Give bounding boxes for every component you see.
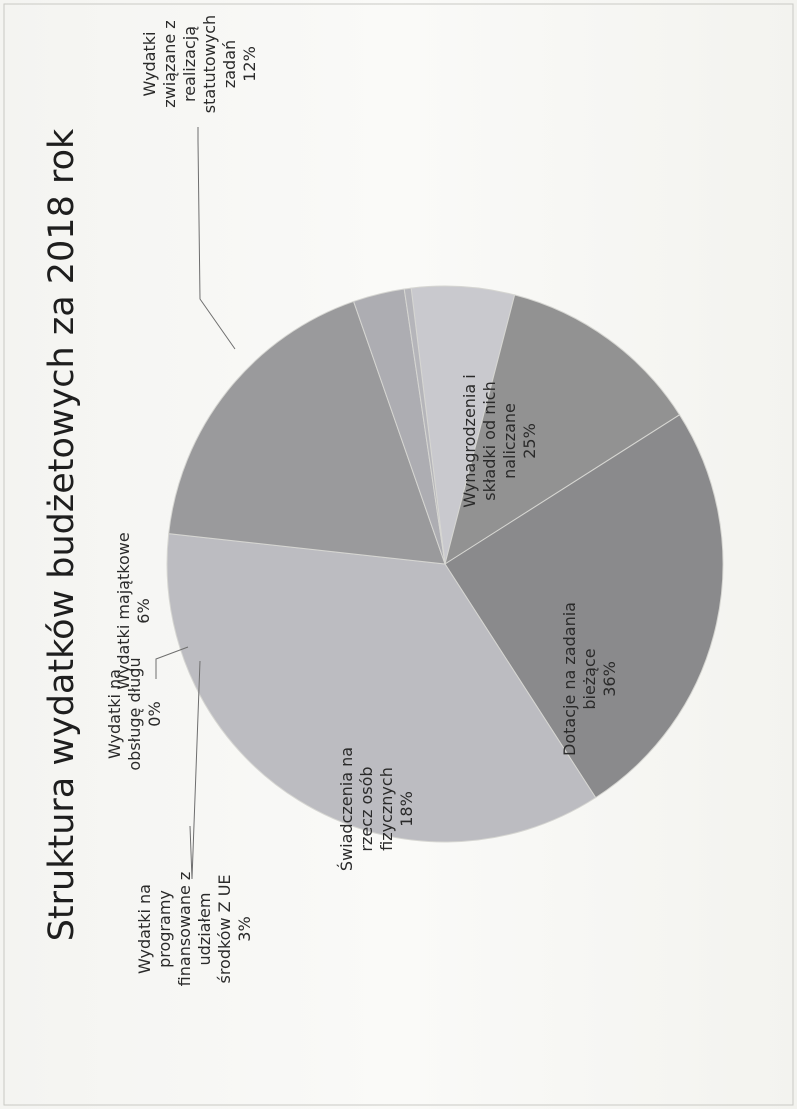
data-label-line: 6% — [134, 598, 153, 623]
leader-line-wydatki-na-obsluge-dlugu — [155, 646, 189, 679]
data-label-line: obsługę długu — [125, 657, 144, 770]
page-border — [3, 3, 794, 1106]
data-label-line: 25% — [520, 423, 539, 459]
pie-slice-wynagrodzenia-i-skladki-od-nich-naliczane — [444, 414, 724, 799]
data-label-line: zadań — [220, 40, 239, 88]
data-label-line: fizycznych — [377, 767, 396, 851]
data-label-line: 0% — [145, 701, 164, 726]
leader-line-wydatki-na-programy-finansowane-z-udzialem-srodkow-z-ue — [189, 660, 201, 880]
data-label-line: Wydatki na — [105, 669, 124, 759]
pie-slice-wydatki-na-obsluge-dlugu — [403, 287, 446, 565]
data-label-wydatki-na-obsluge-dlugu: Wydatki naobsługę długu0% — [105, 657, 164, 770]
data-label-line: statutowych — [200, 15, 219, 113]
data-label-line: programy — [155, 890, 174, 968]
data-label-line: środków Z UE — [215, 874, 234, 983]
data-label-line: Wydatki na — [135, 884, 154, 974]
data-label-line: Dotacje na zadania — [560, 602, 579, 756]
data-label-swiadczenia-na-rzecz-osob-fizycznych: Świadczenia narzecz osóbfizycznych18% — [337, 747, 416, 871]
data-label-line: realizacją — [180, 26, 199, 102]
pie-slice-wydatki-zwiazane-z-realizacja-statutowych-zadan — [444, 294, 681, 566]
data-label-wydatki-zwiazane-z-realizacja-statutowych-zadan: Wydatkizwiązane zrealizacjąstatutowychza… — [140, 15, 259, 113]
data-label-line: Świadczenia na — [337, 747, 356, 871]
data-label-line: finansowane z — [175, 872, 194, 987]
data-label-line: naliczane — [500, 403, 519, 479]
data-label-line: Wydatki — [140, 32, 159, 97]
data-label-line: Wydatki majątkowe — [114, 532, 133, 689]
data-label-wydatki-na-programy-finansowane-z-udzialem-srodkow-z-ue: Wydatki naprogramyfinansowane zudziałemś… — [135, 872, 254, 987]
data-label-wydatki-majatkowe: Wydatki majątkowe6% — [114, 532, 153, 689]
data-label-line: udziałem — [195, 893, 214, 966]
data-label-line: składki od nich — [480, 381, 499, 500]
data-label-wynagrodzenia-i-skladki-od-nich-naliczane: Wynagrodzenia iskładki od nichnaliczane2… — [460, 374, 539, 507]
data-label-dotacje-na-zadania-biezace: Dotacje na zadaniabieżące36% — [560, 602, 619, 756]
data-label-line: 12% — [240, 46, 259, 82]
data-label-line: rzecz osób — [357, 766, 376, 851]
data-label-line: 18% — [397, 791, 416, 827]
pie-slice-swiadczenia-na-rzecz-osob-fizycznych — [168, 300, 446, 565]
data-label-line: bieżące — [580, 648, 599, 709]
data-label-line: 3% — [235, 916, 254, 941]
chart-title: Struktura wydatków budżetowych za 2018 r… — [42, 128, 82, 941]
pie-slice-dotacje-na-zadania-biezace — [166, 533, 597, 843]
data-label-line: 36% — [600, 661, 619, 697]
data-label-line: Wynagrodzenia i — [460, 374, 479, 507]
data-label-line: związane z — [160, 20, 179, 107]
leader-line-wydatki-zwiazane-z-realizacja-statutowych-zadan — [197, 127, 236, 350]
